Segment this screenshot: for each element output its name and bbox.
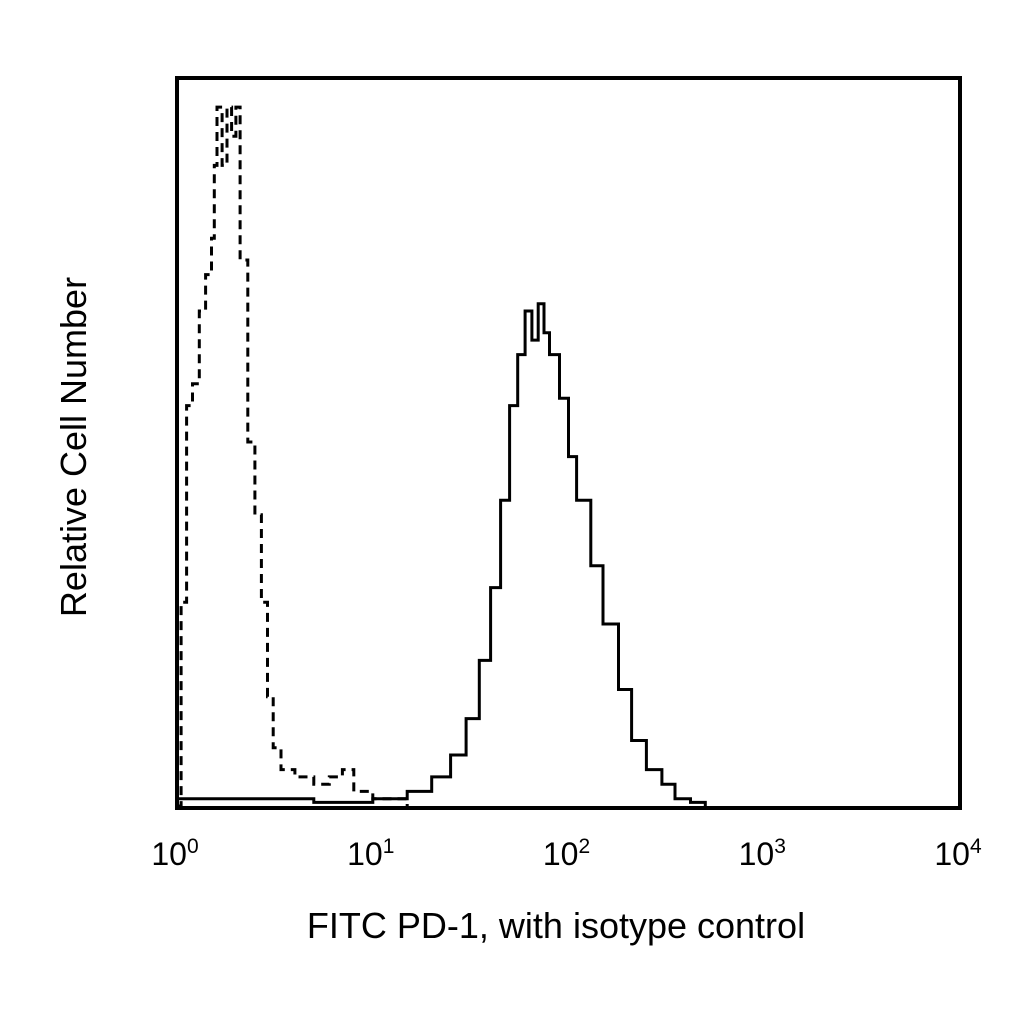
x-tick-label-3: 103 <box>739 835 786 872</box>
y-axis-title: Relative Cell Number <box>53 277 94 617</box>
isotype-control-histogram <box>177 105 409 808</box>
x-tick-label-0: 100 <box>151 835 198 872</box>
x-tick-label-4: 104 <box>934 835 982 872</box>
x-tick-labels: 100 101 102 103 104 <box>151 835 982 872</box>
series-layer <box>177 105 707 808</box>
x-tick-label-2: 102 <box>543 835 590 872</box>
plot-frame <box>175 76 962 810</box>
pd1-histogram <box>177 302 707 806</box>
x-tick-label-1: 101 <box>347 835 394 872</box>
x-axis-title: FITC PD-1, with isotype control <box>307 905 805 946</box>
